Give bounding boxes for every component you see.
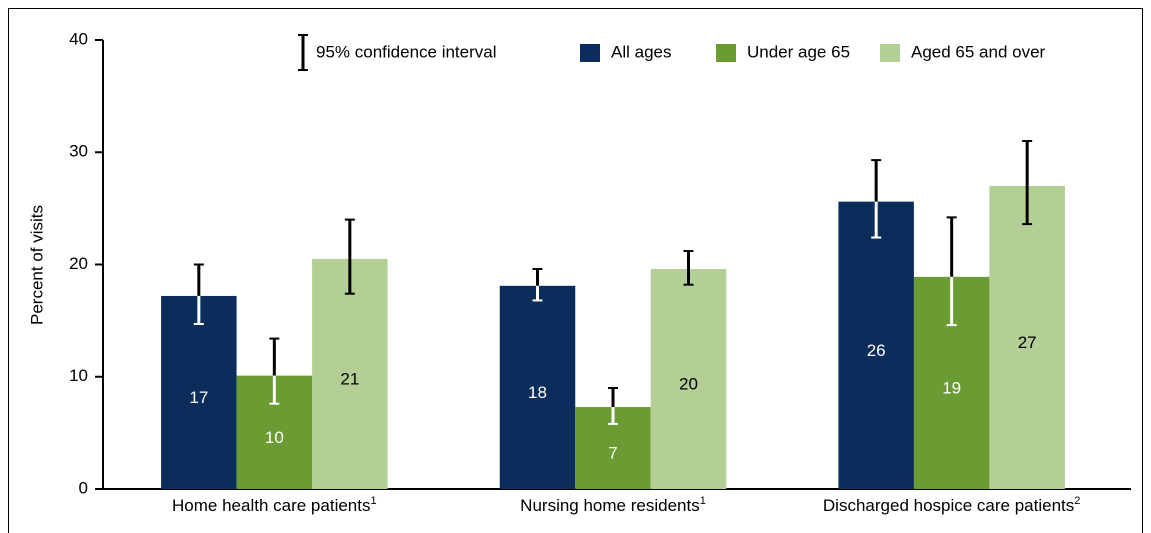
- category-note: 1: [370, 495, 376, 507]
- bar: [838, 201, 914, 489]
- bar: [161, 295, 237, 489]
- y-tick-label: 30: [69, 142, 88, 161]
- error-bar: [683, 250, 694, 286]
- error-bar: [532, 267, 543, 302]
- ci-legend-label: 95% confidence interval: [316, 42, 497, 61]
- error-bar: [946, 216, 957, 327]
- legend-label: All ages: [611, 42, 671, 61]
- error-bar: [608, 386, 618, 425]
- bar: [499, 285, 576, 489]
- y-tick-label: 0: [79, 478, 88, 497]
- legend-swatch: [580, 44, 600, 62]
- legend-label: Under age 65: [747, 42, 850, 61]
- legend-label: Aged 65 and over: [911, 42, 1046, 61]
- error-bar: [871, 159, 882, 239]
- x-tick-label: Discharged hospice care patients2: [823, 495, 1081, 516]
- category-note: 1: [700, 495, 706, 507]
- data-label: 18: [528, 383, 547, 402]
- y-tick-label: 10: [69, 366, 88, 385]
- error-bar: [269, 337, 280, 405]
- data-label: 19: [942, 378, 961, 397]
- data-label: 27: [1018, 333, 1037, 352]
- error-bar: [344, 218, 355, 295]
- data-label: 26: [867, 341, 886, 360]
- bar: [312, 258, 388, 489]
- data-label: 7: [608, 444, 617, 463]
- data-label: 17: [189, 388, 208, 407]
- x-tick-label: Home health care patients1: [172, 495, 377, 516]
- category-name: Discharged hospice care patients: [823, 496, 1074, 515]
- error-bar: [193, 263, 204, 325]
- data-label: 10: [265, 428, 284, 447]
- bar: [989, 185, 1065, 490]
- y-tick-label: 40: [69, 29, 88, 48]
- x-tick-label: Nursing home residents1: [520, 495, 706, 516]
- frame: [8, 8, 1143, 533]
- legend-swatch: [716, 44, 736, 62]
- y-tick-label: 20: [69, 254, 88, 273]
- data-label: 20: [679, 374, 698, 393]
- legend-swatch: [880, 44, 900, 62]
- category-name: Nursing home residents: [520, 496, 700, 515]
- error-bar: [1022, 140, 1033, 226]
- category-note: 2: [1074, 495, 1080, 507]
- data-label: 21: [340, 369, 359, 388]
- y-axis-title: Percent of visits: [27, 205, 46, 325]
- bar: [650, 268, 727, 489]
- category-name: Home health care patients: [172, 496, 370, 515]
